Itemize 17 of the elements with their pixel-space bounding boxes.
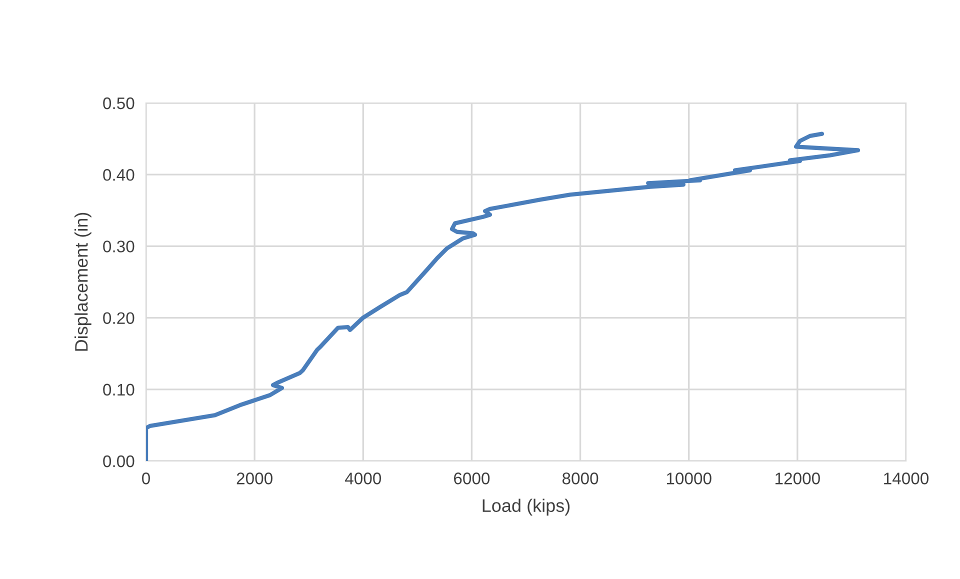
y-tick-label: 0.30 <box>103 240 134 252</box>
x-tick-label: 8000 <box>562 472 598 484</box>
y-axis-title: Displacement (in) <box>74 212 92 351</box>
x-tick-label: 0 <box>142 472 150 484</box>
y-tick-label: 0.20 <box>103 312 134 324</box>
x-axis-title: Load (kips) <box>482 498 570 516</box>
x-tick-label: 4000 <box>344 472 382 484</box>
x-tick-label: 12000 <box>776 472 820 484</box>
y-tick-label: 0.10 <box>103 384 134 396</box>
y-tick-label: 0.00 <box>103 455 134 468</box>
x-tick-label: 2000 <box>236 472 272 484</box>
y-tick-label: 0.40 <box>103 169 134 181</box>
x-tick-label: 14000 <box>884 472 929 484</box>
y-tick-label: 0.50 <box>103 97 134 110</box>
line-series <box>146 132 860 461</box>
x-tick-label: 6000 <box>454 472 490 484</box>
x-tick-label: 10000 <box>666 472 712 484</box>
